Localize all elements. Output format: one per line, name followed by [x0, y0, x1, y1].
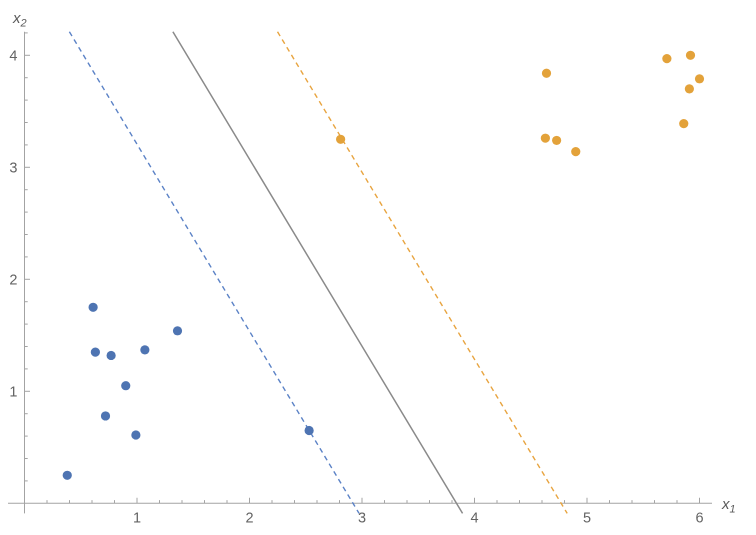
y-axis-tick-label: 2: [9, 272, 17, 288]
y-axis-tick-label: 1: [9, 384, 17, 400]
positive-class-point: [552, 135, 562, 146]
negative-class-point: [62, 470, 72, 480]
y-axis-label: x2: [12, 10, 27, 30]
x-axis-tick-label: 4: [470, 510, 478, 526]
decision-boundary-line: [172, 31, 464, 514]
negative-class-point: [304, 425, 314, 436]
negative-class-point: [106, 350, 116, 361]
x-axis-tick-label: 1: [133, 510, 141, 526]
negative-class-point: [140, 345, 150, 355]
positive-class-point: [694, 74, 705, 84]
positive-class-point: [540, 133, 550, 143]
x-axis-tick-label: 6: [695, 510, 703, 526]
negative-class-points: [62, 302, 314, 480]
negative-class-point: [88, 302, 98, 312]
positive-class-points: [336, 50, 705, 157]
y-axis-tick-label: 3: [9, 160, 17, 176]
x-axis-label: x1: [721, 496, 736, 516]
positive-margin-line: [276, 31, 568, 514]
axes: 1 2 3 4 5 6 1 2 3 4 x1 x2: [8, 10, 736, 526]
x-axis-tick-label: 5: [583, 510, 591, 526]
positive-class-point: [662, 54, 672, 64]
positive-class-point: [571, 147, 581, 157]
positive-class-point: [541, 68, 552, 78]
positive-class-point: [679, 119, 689, 129]
negative-class-point: [100, 411, 111, 421]
negative-class-point: [121, 381, 131, 391]
positive-class-point: [684, 84, 694, 94]
negative-class-point: [172, 326, 183, 336]
negative-class-point: [90, 347, 100, 357]
x-axis-tick-label: 3: [358, 510, 366, 526]
negative-class-point: [131, 430, 141, 440]
positive-class-point: [336, 134, 346, 144]
y-axis-tick-label: 4: [9, 48, 17, 64]
positive-class-point: [685, 50, 696, 60]
x-axis-tick-label: 2: [245, 510, 253, 526]
